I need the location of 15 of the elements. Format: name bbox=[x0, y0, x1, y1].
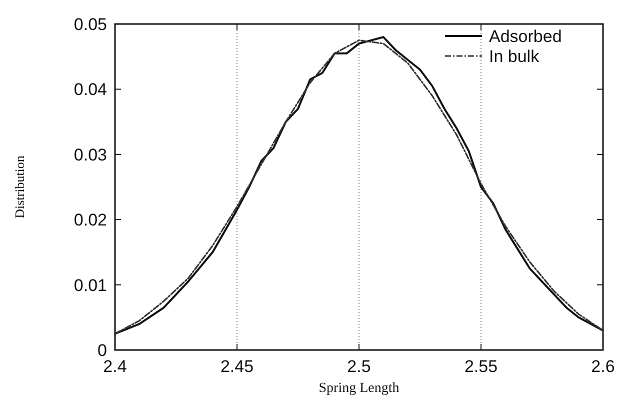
x-axis-title: Spring Length bbox=[318, 381, 400, 396]
x-tick-label: 2.6 bbox=[591, 357, 615, 376]
y-tick-label: 0.05 bbox=[74, 15, 107, 34]
x-tick-label: 2.45 bbox=[220, 357, 254, 376]
y-axis-title: Distribution bbox=[12, 155, 27, 218]
x-tick-label: 2.5 bbox=[347, 357, 371, 376]
x-tick-label: 2.4 bbox=[103, 357, 127, 376]
y-tick-label: 0.01 bbox=[74, 276, 107, 295]
y-tick-label: 0.03 bbox=[74, 145, 107, 164]
legend-label: Adsorbed bbox=[489, 27, 562, 46]
legend-label: In bulk bbox=[489, 47, 540, 66]
y-tick-label: 0.04 bbox=[74, 80, 107, 100]
y-tick-label: 0.02 bbox=[74, 210, 107, 230]
y-tick-label: 0 bbox=[98, 341, 107, 360]
x-tick-label: 2.55 bbox=[464, 357, 498, 376]
